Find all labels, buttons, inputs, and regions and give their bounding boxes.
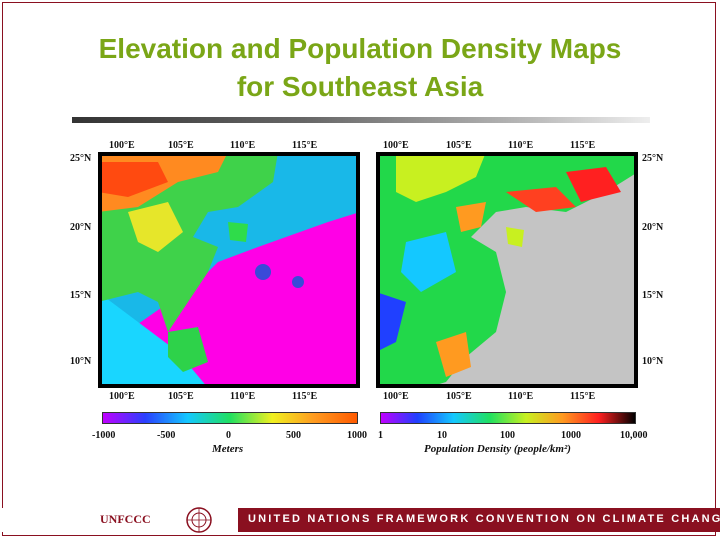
pop-lon-label: 105°E (446, 140, 472, 151)
pop-lat-label: 10°N (642, 356, 664, 367)
pop-lon-label-bottom: 110°E (508, 391, 534, 402)
pop-colorbar-tick: 1000 (561, 430, 581, 441)
elev-colorbar-tick: 500 (286, 430, 301, 441)
un-emblem-icon (186, 507, 212, 533)
pop-colorbar-tick: 10,000 (620, 430, 648, 441)
map-border-top (376, 152, 638, 156)
pop-lon-label-bottom: 115°E (570, 391, 596, 402)
map-border-bottom (98, 384, 360, 388)
pop-lat-label: 25°N (642, 153, 664, 164)
elev-lon-label-bottom: 110°E (230, 391, 256, 402)
elev-lon-label: 100°E (109, 140, 135, 151)
map-border-left (98, 152, 102, 388)
elev-lon-label: 105°E (168, 140, 194, 151)
pop-colorbar-tick: 1 (378, 430, 383, 441)
elev-lat-label: 20°N (70, 222, 92, 233)
elev-lon-label-bottom: 105°E (168, 391, 194, 402)
pop-lon-label: 110°E (508, 140, 534, 151)
pop-lon-label-bottom: 105°E (446, 391, 472, 402)
title-line-2: for Southeast Asia (236, 71, 484, 102)
elev-colorbar-tick: 1000 (347, 430, 367, 441)
pop-lon-label: 115°E (570, 140, 596, 151)
elev-lon-label: 110°E (230, 140, 256, 151)
slide-title: Elevation and Population Density Maps fo… (0, 30, 720, 106)
map-border-right (356, 152, 360, 388)
pop-colorbar-unit: Population Density (people/km²) (424, 443, 571, 455)
population-colorbar (380, 412, 636, 424)
elev-lat-label: 15°N (70, 290, 92, 301)
elev-lon-label-bottom: 115°E (292, 391, 318, 402)
population-density-map (376, 152, 638, 388)
elev-colorbar-tick: 0 (226, 430, 231, 441)
elev-colorbar-unit: Meters (212, 443, 244, 455)
map-border-top (98, 152, 360, 156)
pop-colorbar-tick: 10 (437, 430, 447, 441)
pop-lat-label: 15°N (642, 290, 664, 301)
map-border-right (634, 152, 638, 388)
elev-lat-label: 25°N (70, 153, 92, 164)
elev-colorbar-tick: -500 (157, 430, 176, 441)
elev-lon-label-bottom: 100°E (109, 391, 135, 402)
title-line-1: Elevation and Population Density Maps (98, 33, 622, 64)
elevation-colorbar (102, 412, 358, 424)
elevation-map (98, 152, 360, 388)
divider-line (72, 117, 650, 123)
map-border-bottom (376, 384, 638, 388)
pop-lon-label: 100°E (383, 140, 409, 151)
elev-lat-label: 10°N (70, 356, 92, 367)
pop-lon-label-bottom: 100°E (383, 391, 409, 402)
pop-colorbar-tick: 100 (500, 430, 515, 441)
elev-lon-label: 115°E (292, 140, 318, 151)
footer-org-text: UNITED NATIONS FRAMEWORK CONVENTION ON C… (248, 513, 720, 525)
map-border-left (376, 152, 380, 388)
pop-lat-label: 20°N (642, 222, 664, 233)
unfccc-logo: UNFCCC (100, 512, 151, 526)
elev-colorbar-tick: -1000 (92, 430, 116, 441)
